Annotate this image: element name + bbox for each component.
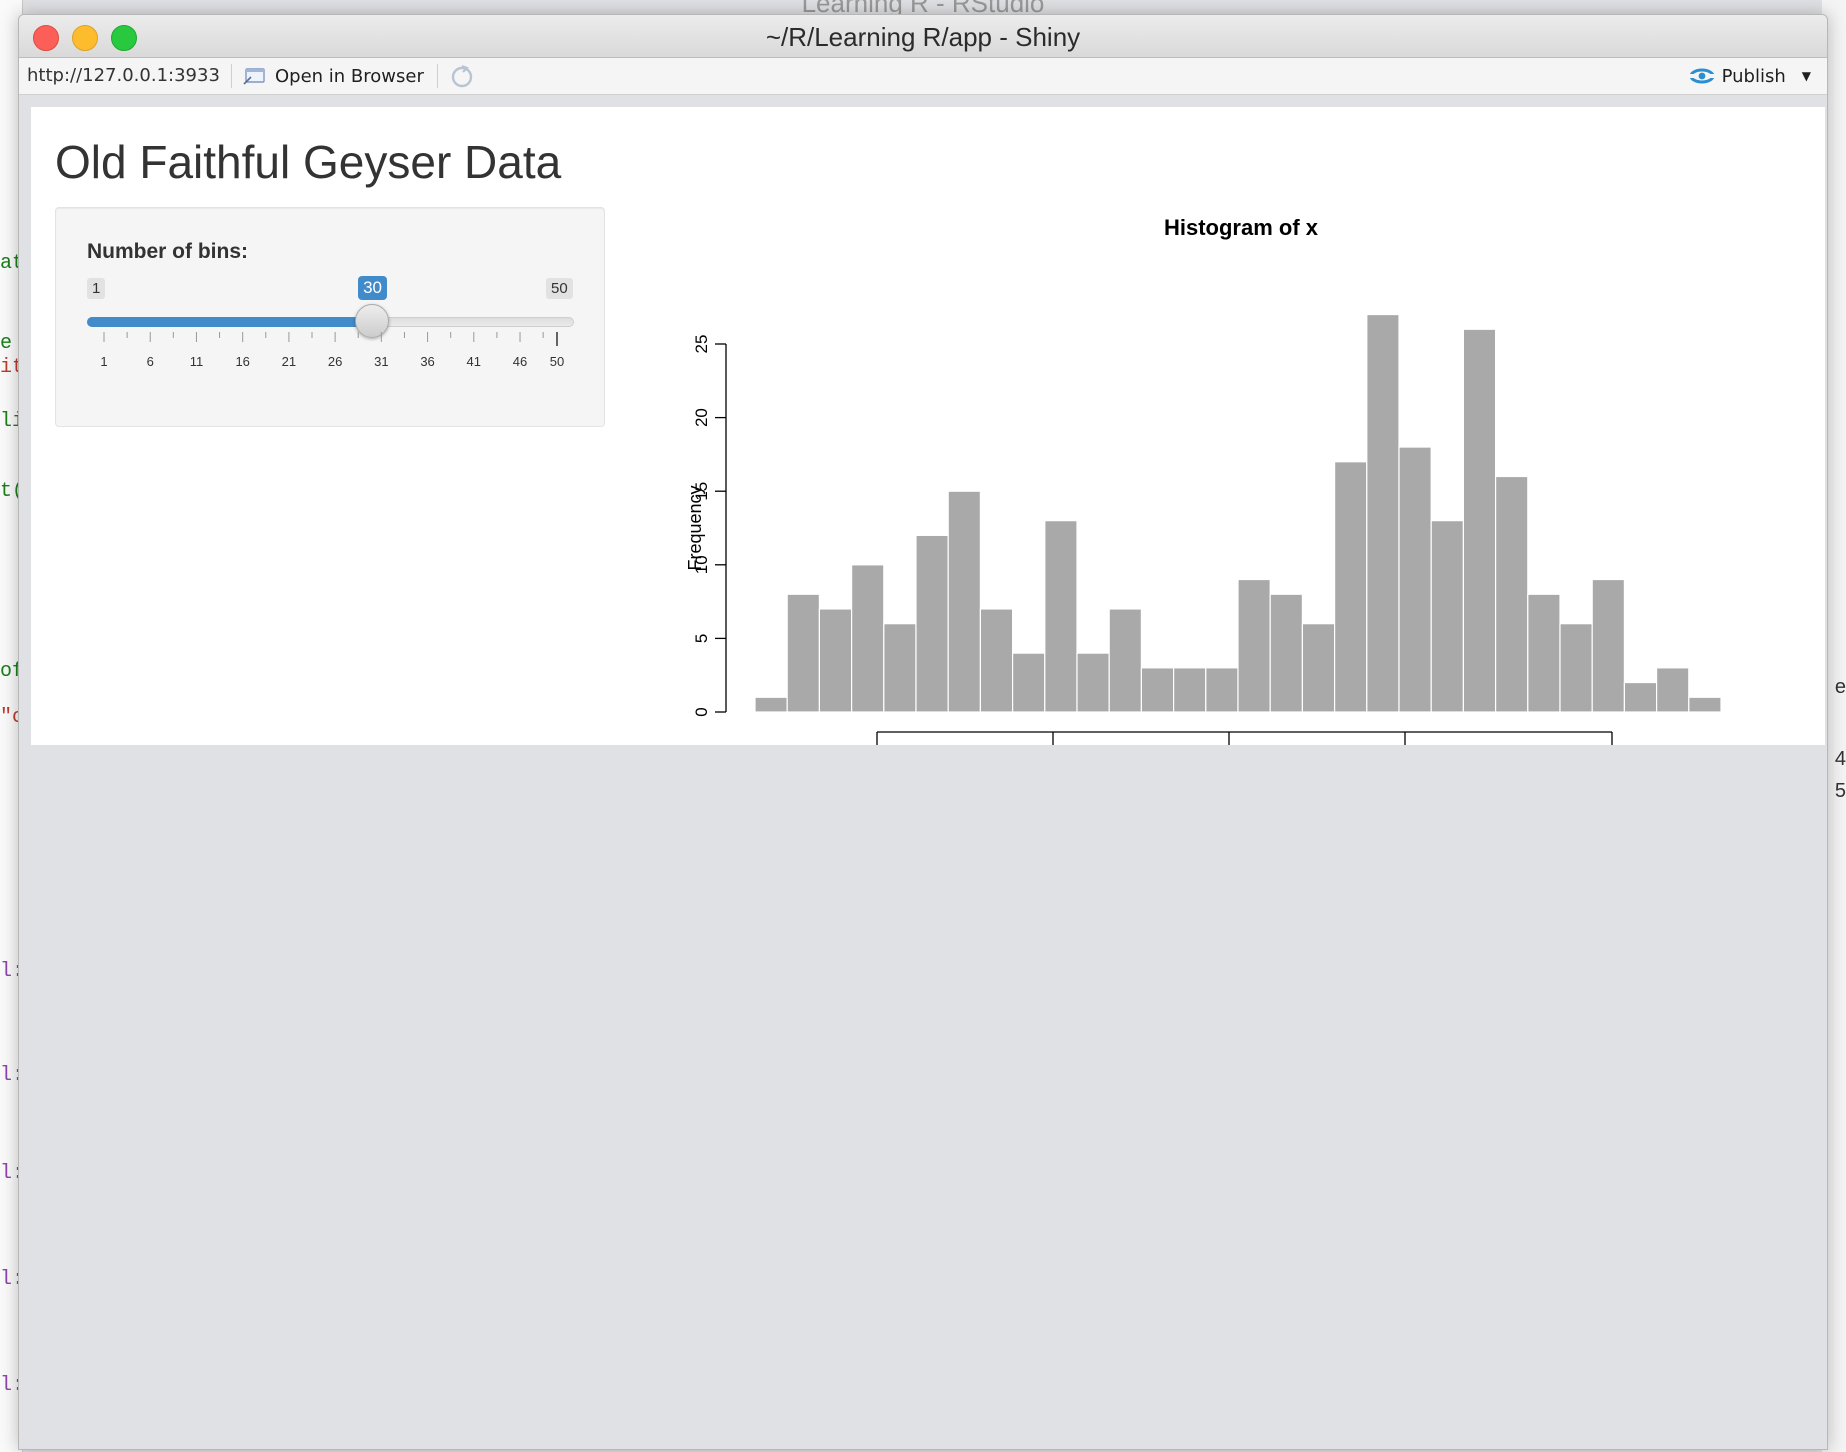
slider-tick-label: 21: [281, 354, 297, 369]
histogram-bar: [1623, 681, 1658, 713]
publish-label: Publish: [1721, 65, 1786, 87]
y-axis-tick-label: 20: [692, 408, 711, 427]
browser-window-icon: [243, 68, 265, 85]
slider-tick-label: 1: [100, 354, 108, 369]
histogram-bar: [1398, 446, 1432, 713]
bins-slider-label: Number of bins:: [87, 240, 248, 263]
y-axis-label: Frequency: [685, 485, 705, 570]
histogram-bar: [1205, 667, 1239, 713]
histogram-bar: [947, 490, 982, 713]
slider-min-label: 1: [87, 278, 106, 299]
slider-max-label: 50: [546, 278, 573, 299]
histogram-bar: [1076, 652, 1110, 713]
y-axis-tick-label: 15: [692, 482, 711, 501]
histogram-bar: [818, 608, 853, 713]
histogram-bar: [1655, 667, 1690, 713]
chart-title: Histogram of x: [1164, 215, 1319, 240]
slider-value-label: 30: [358, 276, 388, 300]
open-in-browser-label: Open in Browser: [275, 65, 424, 87]
slider-fill: [87, 317, 373, 327]
slider-tick-label: 36: [420, 354, 435, 369]
histogram-bar: [1237, 578, 1271, 713]
chevron-down-icon[interactable]: ▼: [1801, 69, 1811, 83]
background-right-fragment: e: [1834, 676, 1846, 698]
histogram-bar: [1366, 313, 1400, 713]
background-code-fragment: it: [0, 356, 23, 379]
histogram-bar: [754, 696, 788, 713]
histogram-bar: [851, 564, 885, 713]
y-axis-tick-label: 10: [692, 555, 711, 574]
histogram-bar: [1462, 328, 1497, 713]
slider-tick-label: 6: [146, 354, 154, 369]
histogram-bar: [1108, 608, 1143, 713]
histogram-bar: [883, 623, 917, 713]
background-code-fragment: l:: [0, 1064, 23, 1087]
viewer-toolbar: http://127.0.0.1:3933 Open in Browser Pu…: [19, 58, 1827, 95]
histogram-bar: [1172, 667, 1207, 713]
window-title: ~/R/Learning R/app - Shiny: [765, 22, 1081, 52]
sidebar-panel: Number of bins: 1 50 30 1 6 11 16 21 26 31 36 41…: [55, 207, 605, 427]
background-code-fragment: of: [0, 660, 23, 683]
histogram-bar: [1527, 593, 1561, 713]
histogram-bar: [1044, 520, 1078, 713]
histogram-bar: [979, 608, 1014, 713]
background-code-fragment: at: [0, 252, 23, 275]
histogram-bar: [1333, 461, 1368, 713]
y-axis-tick-label: 25: [692, 335, 711, 354]
histogram-plot: Histogram of x 0 5 10 15 20 25 Frequency: [685, 215, 1722, 745]
background-code-fragment: l:: [0, 1162, 23, 1185]
background-code-fragment: l:: [0, 1374, 23, 1397]
shiny-app-content: Old Faithful Geyser Data Number of bins:…: [31, 107, 1825, 745]
slider-tick-label: 50: [549, 354, 565, 369]
background-right-fragment: 4: [1834, 748, 1846, 770]
histogram-bar: [1301, 623, 1336, 713]
background-code-fragment: l:: [0, 960, 23, 983]
slider-tick-label: 31: [374, 354, 389, 369]
histogram-bar: [1140, 667, 1175, 713]
open-in-browser-button[interactable]: Open in Browser: [243, 62, 424, 90]
histogram-bar: [1591, 578, 1626, 713]
close-window-button[interactable]: [33, 25, 59, 51]
histogram-bar: [1559, 623, 1593, 713]
histogram-bar: [1494, 475, 1529, 713]
y-axis-tick-label: 0: [692, 707, 711, 716]
toolbar-separator: [231, 64, 232, 88]
background-code-fragment: e: [0, 332, 13, 355]
minimize-window-button[interactable]: [72, 25, 98, 51]
background-code-fragment: li: [0, 410, 23, 433]
background-window-title: Learning R - RStudio: [801, 0, 1045, 18]
slider-tick-label: 16: [235, 354, 250, 369]
histogram-bar: [1430, 520, 1465, 713]
url-display[interactable]: http://127.0.0.1:3933: [27, 65, 220, 86]
slider-tick-label: 11: [189, 354, 204, 369]
page-title: Old Faithful Geyser Data: [55, 136, 562, 188]
background-code-fragment: "c: [0, 706, 23, 729]
y-axis-tick-label: 5: [692, 634, 711, 643]
background-code-fragment: t(: [0, 480, 23, 503]
histogram-bar: [915, 534, 949, 713]
slider-ticks: [103, 332, 558, 346]
refresh-icon[interactable]: [449, 64, 475, 90]
histogram-bar: [1012, 652, 1046, 713]
background-code-fragment: l:: [0, 1268, 23, 1291]
slider-tick-label: 46: [512, 354, 528, 369]
histogram-bar: [1688, 696, 1722, 713]
histogram-bar: [1269, 593, 1304, 713]
histogram-bar: [786, 593, 820, 713]
background-right-fragment: 5: [1834, 780, 1846, 802]
toolbar-separator: [437, 64, 438, 88]
maximize-window-button[interactable]: [111, 25, 137, 51]
shiny-window: ~/R/Learning R/app - Shiny http://127.0.…: [18, 14, 1828, 1450]
background-code-editor: at e it li t( of "c l: l: l: l: l:: [0, 0, 23, 1452]
publish-icon: [1688, 68, 1715, 84]
slider-handle[interactable]: [355, 304, 390, 338]
slider-tick-label: 26: [327, 354, 343, 369]
slider-tick-label: 41: [466, 354, 482, 369]
title-bar[interactable]: ~/R/Learning R/app - Shiny: [19, 15, 1827, 58]
publish-button[interactable]: Publish ▼: [1688, 62, 1811, 90]
